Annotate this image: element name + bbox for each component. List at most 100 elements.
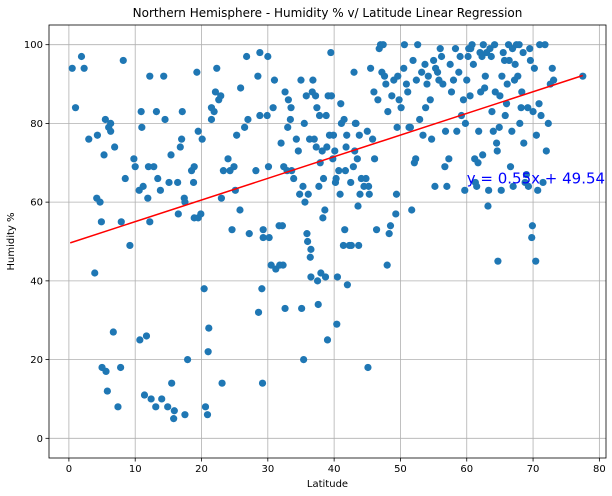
data-point bbox=[469, 60, 477, 68]
data-point bbox=[437, 52, 446, 61]
data-point bbox=[279, 261, 287, 269]
data-point bbox=[388, 92, 396, 100]
data-point bbox=[237, 84, 245, 92]
data-point bbox=[370, 155, 379, 163]
data-point bbox=[310, 135, 318, 143]
data-point bbox=[224, 155, 232, 163]
data-point bbox=[447, 88, 456, 96]
data-point bbox=[481, 84, 489, 92]
data-point bbox=[455, 68, 463, 76]
data-point bbox=[111, 143, 119, 151]
data-point bbox=[506, 163, 515, 171]
y-tick-label: 60 bbox=[30, 198, 43, 209]
data-point bbox=[494, 257, 502, 265]
data-point bbox=[356, 190, 364, 198]
data-point bbox=[119, 56, 127, 65]
data-point bbox=[254, 308, 263, 316]
data-point bbox=[336, 190, 344, 198]
data-point bbox=[181, 411, 189, 419]
data-point bbox=[337, 100, 345, 108]
data-point bbox=[167, 151, 175, 159]
y-tick-label: 80 bbox=[30, 119, 43, 130]
data-point bbox=[395, 96, 403, 104]
data-point bbox=[309, 76, 317, 84]
data-point bbox=[499, 48, 507, 57]
data-point bbox=[329, 131, 338, 139]
data-point bbox=[77, 52, 86, 61]
data-point bbox=[306, 253, 314, 261]
data-point bbox=[218, 379, 226, 387]
data-point bbox=[147, 395, 155, 403]
data-point bbox=[142, 332, 151, 340]
data-point bbox=[436, 45, 444, 53]
data-point bbox=[307, 245, 315, 253]
data-point bbox=[290, 174, 298, 183]
data-point bbox=[315, 182, 323, 190]
data-point bbox=[107, 119, 115, 128]
data-point bbox=[80, 64, 88, 72]
data-point bbox=[466, 92, 474, 100]
data-point bbox=[314, 300, 322, 309]
data-point bbox=[259, 233, 267, 242]
data-point bbox=[529, 108, 537, 116]
data-point bbox=[488, 108, 496, 116]
data-point bbox=[514, 72, 522, 80]
data-point bbox=[519, 48, 527, 57]
regression-line-layer bbox=[69, 74, 584, 244]
data-point bbox=[315, 111, 324, 120]
data-point bbox=[541, 41, 549, 49]
data-point bbox=[302, 92, 310, 100]
data-point bbox=[352, 119, 360, 128]
data-point bbox=[443, 182, 451, 190]
data-point bbox=[362, 174, 370, 183]
data-point bbox=[534, 186, 542, 194]
data-point bbox=[485, 186, 493, 194]
data-point bbox=[91, 269, 99, 277]
data-point bbox=[491, 41, 499, 49]
data-point bbox=[418, 68, 426, 76]
data-point bbox=[355, 131, 363, 139]
data-point bbox=[446, 60, 454, 68]
data-point bbox=[341, 167, 350, 175]
data-point bbox=[353, 155, 361, 163]
data-point bbox=[343, 281, 351, 289]
data-point bbox=[312, 143, 320, 151]
data-point bbox=[152, 403, 160, 411]
data-point bbox=[364, 363, 372, 372]
data-point bbox=[487, 52, 495, 61]
x-tick-label: 30 bbox=[261, 464, 274, 475]
data-point bbox=[497, 186, 505, 194]
data-point bbox=[152, 108, 161, 116]
x-tick-label: 40 bbox=[328, 464, 341, 475]
data-point bbox=[408, 206, 416, 214]
data-point bbox=[198, 135, 206, 143]
data-point bbox=[342, 143, 350, 151]
data-point bbox=[178, 135, 186, 143]
data-point bbox=[475, 127, 483, 135]
grid-lines bbox=[49, 25, 606, 458]
data-point bbox=[207, 115, 216, 124]
data-point bbox=[441, 163, 449, 171]
data-point bbox=[503, 80, 511, 88]
data-point bbox=[121, 174, 129, 183]
data-point bbox=[156, 186, 164, 194]
data-point bbox=[535, 100, 543, 108]
data-point bbox=[419, 131, 427, 139]
data-point bbox=[501, 111, 509, 120]
data-point bbox=[181, 198, 189, 206]
data-point bbox=[96, 198, 104, 206]
data-point bbox=[498, 72, 506, 80]
data-point bbox=[189, 178, 198, 187]
data-point bbox=[270, 76, 279, 84]
data-point bbox=[85, 135, 93, 143]
data-point bbox=[473, 182, 481, 190]
data-point bbox=[258, 285, 266, 293]
data-point bbox=[219, 167, 227, 175]
data-point bbox=[313, 277, 322, 285]
data-point bbox=[365, 190, 373, 198]
data-point bbox=[332, 174, 340, 183]
data-point bbox=[300, 355, 308, 364]
data-point bbox=[422, 104, 430, 112]
data-point bbox=[292, 135, 300, 143]
data-point bbox=[236, 206, 244, 214]
